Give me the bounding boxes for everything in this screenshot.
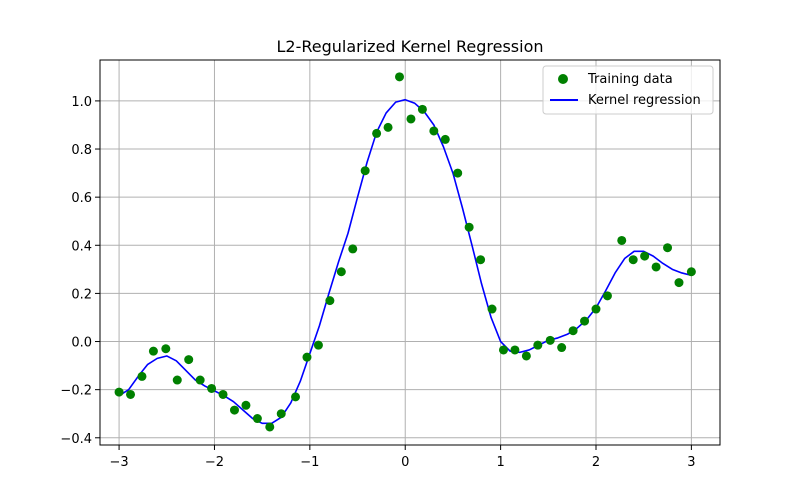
training-data-point [417,104,427,114]
training-data-point [628,255,638,265]
training-data-point [276,409,286,419]
training-data-point [325,296,335,306]
legend-label-training-data: Training data [587,72,673,87]
training-data-point [602,291,612,301]
training-data-point [440,134,450,144]
y-tick-label: −0.2 [60,384,92,399]
legend-label-kernel-regression: Kernel regression [588,93,701,108]
training-data-point [406,114,416,124]
training-data-point [229,405,239,415]
training-data-point [161,344,171,354]
training-data-point [291,392,301,402]
y-tick-label: 0.0 [71,336,92,351]
training-data-point [383,122,393,132]
training-data-point [172,375,182,385]
training-data-point [302,352,312,362]
training-data-point [487,304,497,314]
y-tick-label: 0.4 [71,239,92,254]
training-data-point [395,72,405,82]
training-data-point [114,387,124,397]
training-data-point [360,166,370,176]
y-tick-label: 0.8 [71,143,92,158]
training-data-point [148,346,158,356]
axes-frame [99,59,721,446]
training-data-point [336,267,346,277]
x-tick-label: 1 [496,455,504,470]
training-data-point [218,389,228,399]
training-data-point [184,355,194,365]
training-data-point [195,375,205,385]
training-data-point [533,340,543,350]
x-tick-label: 3 [687,455,695,470]
training-data-point [429,126,439,136]
training-data-point [521,351,531,361]
training-data-point [640,251,650,261]
training-data-point [498,345,508,355]
legend-marker-training-data [558,74,568,84]
y-tick-label: −0.4 [60,432,92,447]
y-tick-label: 0.2 [71,287,92,302]
y-tick-label: 1.0 [71,95,92,110]
x-tick-label: −1 [300,455,319,470]
training-data-point [617,235,627,245]
training-data-point [348,244,358,254]
legend: Training data Kernel regression [542,65,714,115]
training-data-point [313,340,323,350]
tick-layer: −3 −2 −1 0 1 2 3 −0.4 −0.2 0.0 0.2 0.4 0.6 0.8 1.0 [60,95,695,470]
x-tick-label: −2 [205,455,224,470]
training-data-point [568,326,578,336]
y-tick-label: 0.6 [71,191,92,206]
x-tick-label: 2 [592,455,600,470]
training-data-point [545,335,555,345]
legend-box [542,65,714,115]
chart-title: L2-Regularized Kernel Regression [276,37,543,56]
training-data-point [464,222,474,232]
training-data-point [476,255,486,265]
training-data-point [663,243,673,253]
training-data-point [580,316,590,326]
training-data-point [557,343,567,353]
training-data-point [265,422,275,432]
training-data-point [137,371,147,381]
training-data-point [510,345,520,355]
training-data-point [453,168,463,178]
training-data-point [241,400,251,410]
x-tick-label: 0 [401,455,409,470]
scatter-layer [114,72,696,432]
training-data-point [207,383,217,393]
training-data-point [372,128,382,138]
axes-layer [99,59,721,446]
training-data-point [126,389,136,399]
training-data-point [674,278,684,288]
training-data-point [651,262,661,272]
x-tick-label: −3 [109,455,128,470]
training-data-point [591,304,601,314]
training-data-point [686,267,696,277]
training-data-point [252,414,262,424]
